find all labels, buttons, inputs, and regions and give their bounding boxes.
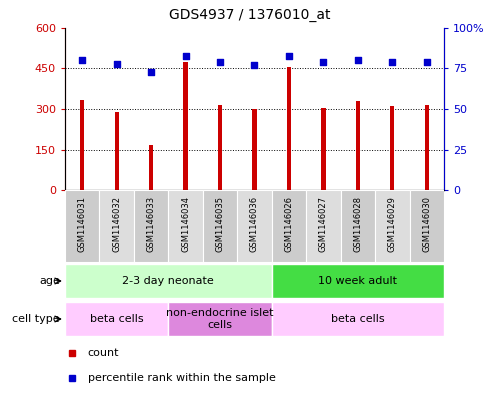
Bar	[375, 190, 410, 262]
Text: age: age	[39, 276, 60, 286]
Text: GSM1146027: GSM1146027	[319, 196, 328, 252]
Bar	[218, 105, 222, 190]
Text: cell type: cell type	[12, 314, 60, 324]
Bar	[149, 145, 153, 190]
Point	[113, 61, 121, 67]
Bar	[114, 112, 119, 190]
Bar	[306, 190, 341, 262]
Text: GSM1146031: GSM1146031	[78, 196, 87, 252]
Text: 2-3 day neonate: 2-3 day neonate	[122, 276, 214, 286]
Text: count: count	[88, 349, 119, 358]
Point	[216, 59, 224, 65]
Bar	[168, 190, 203, 262]
Text: GSM1146034: GSM1146034	[181, 196, 190, 252]
Bar	[356, 101, 360, 190]
Point	[147, 69, 155, 75]
Bar	[272, 264, 444, 298]
Text: beta cells: beta cells	[90, 314, 143, 324]
Bar	[65, 302, 168, 336]
Point	[423, 59, 431, 65]
Bar	[168, 302, 272, 336]
Text: beta cells: beta cells	[331, 314, 385, 324]
Point	[250, 62, 258, 68]
Text: GSM1146032: GSM1146032	[112, 196, 121, 252]
Bar	[237, 190, 272, 262]
Text: percentile rank within the sample: percentile rank within the sample	[88, 373, 275, 383]
Bar	[252, 109, 256, 190]
Text: GSM1146030: GSM1146030	[422, 196, 431, 252]
Text: GSM1146028: GSM1146028	[353, 196, 362, 252]
Bar	[184, 62, 188, 190]
Text: GSM1146035: GSM1146035	[216, 196, 225, 252]
Bar	[203, 190, 237, 262]
Point	[78, 57, 86, 64]
Point	[354, 57, 362, 64]
Bar	[321, 108, 325, 190]
Bar	[99, 190, 134, 262]
Text: GSM1146036: GSM1146036	[250, 196, 259, 252]
Bar	[65, 190, 99, 262]
Text: GDS4937 / 1376010_at: GDS4937 / 1376010_at	[169, 8, 330, 22]
Text: non-endocrine islet
cells: non-endocrine islet cells	[166, 308, 274, 330]
Text: GSM1146026: GSM1146026	[284, 196, 293, 252]
Bar	[80, 99, 84, 190]
Point	[388, 59, 396, 65]
Bar	[341, 190, 375, 262]
Text: 10 week adult: 10 week adult	[318, 276, 397, 286]
Bar	[287, 67, 291, 190]
Point	[285, 52, 293, 59]
Text: GSM1146029: GSM1146029	[388, 196, 397, 252]
Bar	[390, 106, 395, 190]
Bar	[272, 190, 306, 262]
Point	[319, 59, 327, 65]
Bar	[272, 302, 444, 336]
Point	[182, 52, 190, 59]
Bar	[134, 190, 168, 262]
Bar	[65, 264, 272, 298]
Bar	[425, 105, 429, 190]
Text: GSM1146033: GSM1146033	[147, 196, 156, 252]
Bar	[410, 190, 444, 262]
